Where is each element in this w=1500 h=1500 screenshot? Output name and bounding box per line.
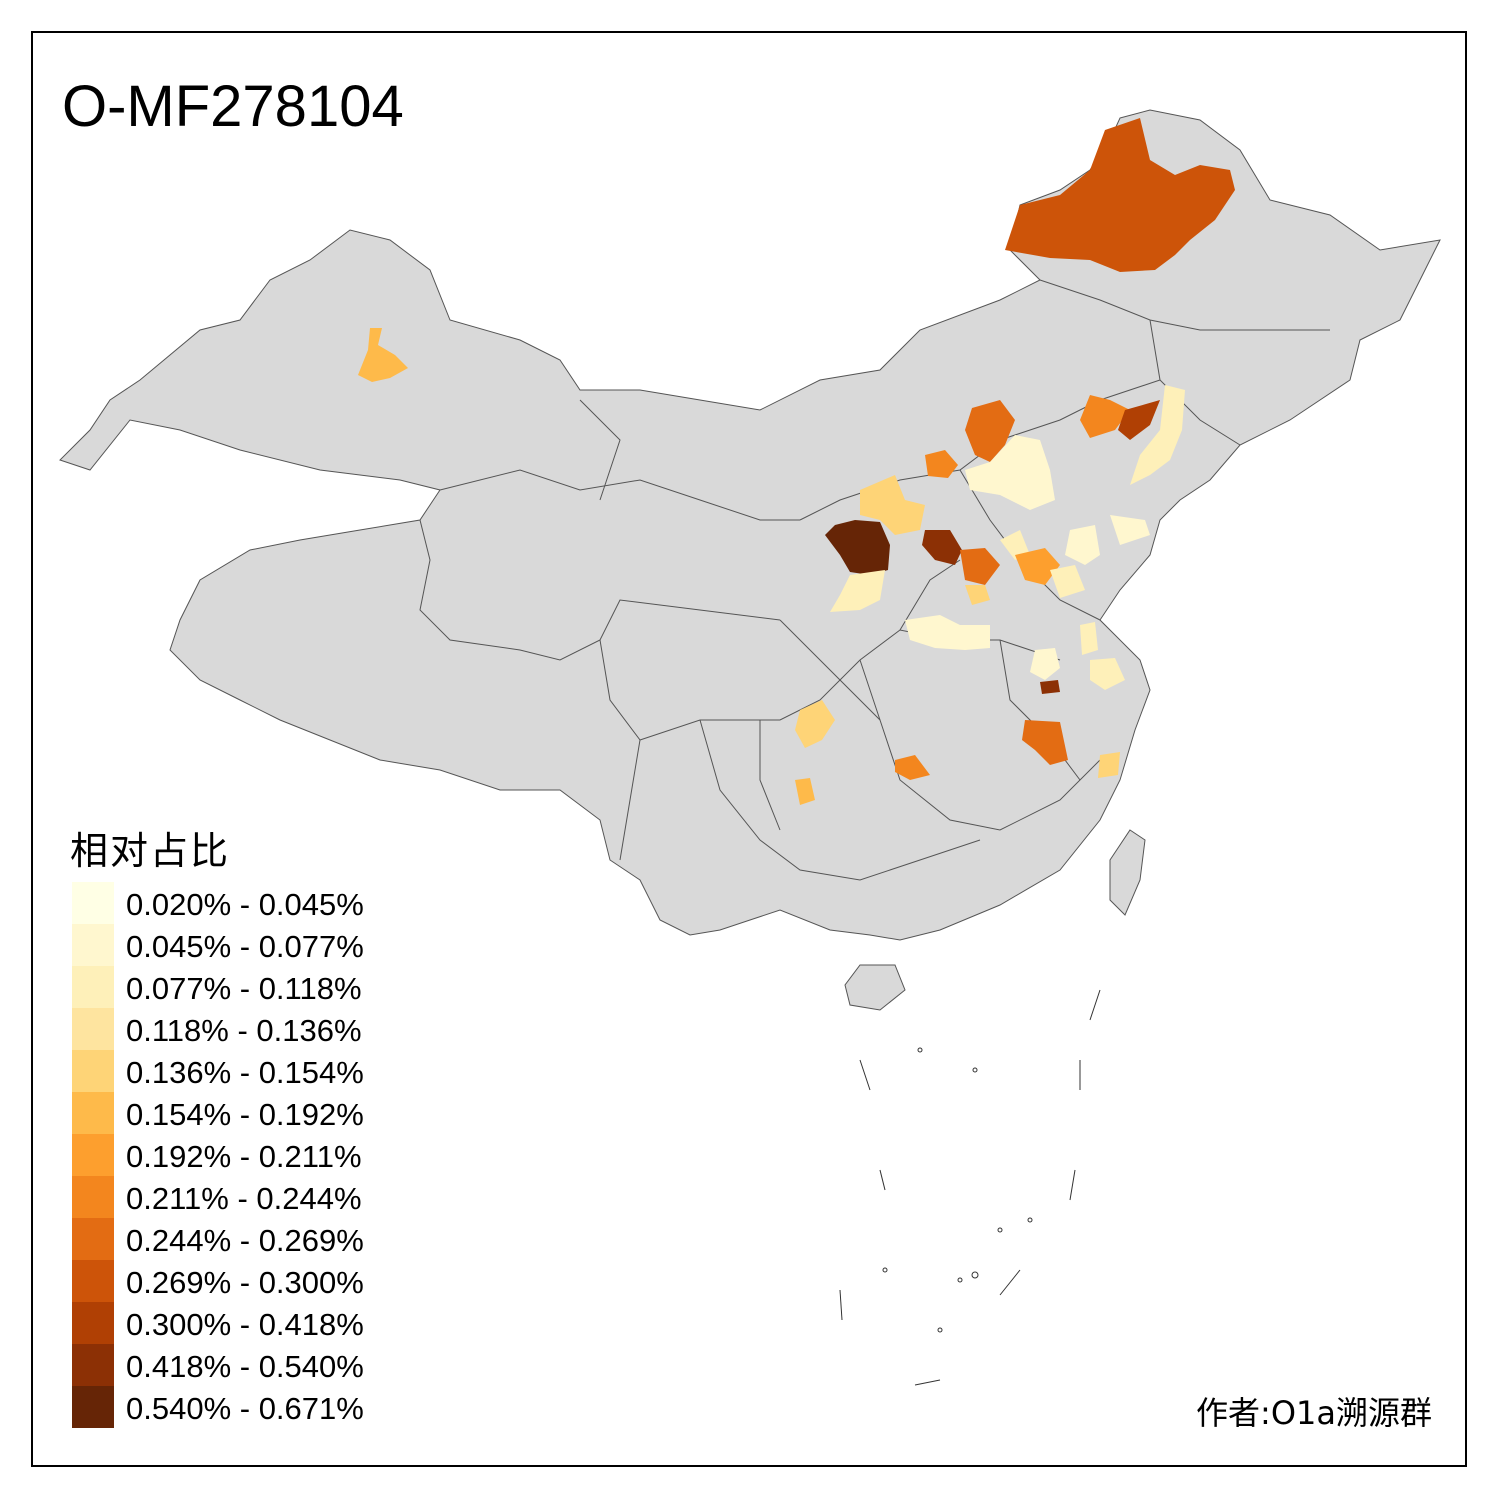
legend-item: 0.077% - 0.118% [72,966,412,1008]
region-baotou [860,475,925,535]
region-jiangxi-north [1022,720,1068,765]
region-chaoyang [1118,400,1160,440]
region-anhui-north [1030,648,1060,680]
highlighted-regions [358,118,1235,805]
legend-item: 0.020% - 0.045% [72,882,412,924]
region-taiyuan [922,530,962,565]
china-mainland [59,109,1441,941]
region-xuzhou [1080,622,1098,655]
region-hefei [1040,680,1060,694]
map-frame [31,31,1467,1467]
legend: 0.020% - 0.045% 0.045% - 0.077% 0.077% - 0… [72,882,412,1428]
legend-label: 0.077% - 0.118% [126,971,362,1006]
region-nanjing [1090,658,1125,690]
legend-item: 0.211% - 0.244% [72,1176,412,1218]
region-dezhou [1015,548,1060,585]
region-zhejiang [1098,752,1120,778]
legend-item: 0.192% - 0.211% [72,1134,412,1176]
taiwan [1109,829,1146,916]
legend-label: 0.269% - 0.300% [126,1265,364,1300]
region-guizhou [795,778,815,805]
region-hebei-east [1000,530,1030,560]
legend-swatch [72,966,114,1008]
legend-label: 0.300% - 0.418% [126,1307,364,1342]
legend-swatch [72,1302,114,1344]
legend-label: 0.020% - 0.045% [126,887,364,922]
author-credit: 作者:O1a溯源群 [1196,1394,1432,1432]
region-henan [905,615,990,650]
region-beijing-area [965,435,1055,510]
legend-item: 0.154% - 0.192% [72,1092,412,1134]
region-ordos [825,520,890,575]
legend-label: 0.154% - 0.192% [126,1097,364,1132]
legend-label: 0.211% - 0.244% [126,1181,362,1216]
legend-swatch [72,1050,114,1092]
region-datong [965,400,1015,462]
legend-label: 0.540% - 0.671% [126,1391,364,1426]
legend-item: 0.540% - 0.671% [72,1386,412,1428]
legend-label: 0.418% - 0.540% [126,1349,364,1384]
legend-swatch [72,1134,114,1176]
hainan [844,964,906,1011]
region-liaoning [1130,385,1185,485]
region-shaanxi-north [830,570,885,612]
legend-swatch [72,924,114,966]
region-hulunbuir [1005,118,1235,272]
region-chengdu [795,700,835,748]
legend-swatch [72,1260,114,1302]
legend-swatch [72,1218,114,1260]
legend-item: 0.300% - 0.418% [72,1302,412,1344]
legend-item: 0.269% - 0.300% [72,1260,412,1302]
legend-swatch [72,1092,114,1134]
region-qingdao [1110,515,1150,545]
legend-swatch [72,1008,114,1050]
region-xinjiang [358,328,408,382]
region-chifeng [1080,395,1130,438]
region-shijiazhuang [960,548,1000,585]
legend-item: 0.418% - 0.540% [72,1344,412,1386]
south-sea-islands [839,989,1101,1386]
legend-swatch [72,1344,114,1386]
region-henan-north [965,585,990,605]
legend-title: 相对占比 [70,829,231,873]
legend-item: 0.118% - 0.136% [72,1008,412,1050]
legend-label: 0.244% - 0.269% [126,1223,364,1258]
legend-swatch [72,1176,114,1218]
map-title: O-MF278104 [62,74,404,139]
legend-label: 0.118% - 0.136% [126,1013,362,1048]
legend-label: 0.045% - 0.077% [126,929,364,964]
region-jinan [1050,565,1085,598]
region-zhangjiakou [925,450,958,478]
region-shandong-east [1065,525,1100,565]
legend-item: 0.045% - 0.077% [72,924,412,966]
legend-label: 0.136% - 0.154% [126,1055,364,1090]
legend-item: 0.136% - 0.154% [72,1050,412,1092]
legend-label: 0.192% - 0.211% [126,1139,362,1174]
legend-item: 0.244% - 0.269% [72,1218,412,1260]
legend-swatch [72,1386,114,1428]
region-hunan [895,755,930,780]
legend-swatch [72,882,114,924]
